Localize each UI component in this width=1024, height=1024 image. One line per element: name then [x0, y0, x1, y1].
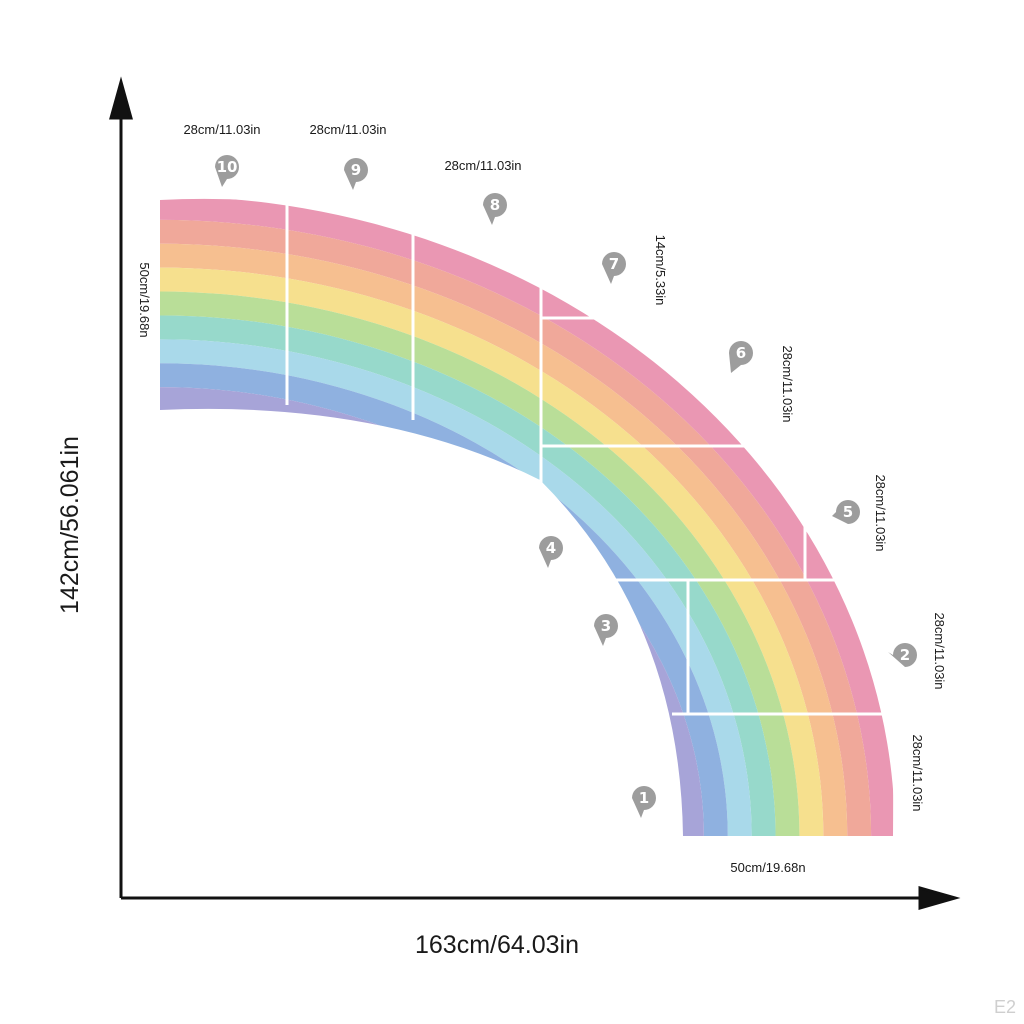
total-width-label: 163cm/64.03in: [415, 931, 579, 959]
svg-text:8: 8: [490, 196, 500, 214]
piece-2-size: 28cm/11.03in: [932, 612, 947, 689]
badge-7: 7: [602, 252, 626, 284]
svg-text:3: 3: [601, 617, 611, 635]
piece-9-size: 28cm/11.03in: [309, 122, 386, 137]
right-arrow-icon: [918, 886, 961, 910]
piece-1-size: 28cm/11.03in: [910, 734, 925, 811]
svg-text:7: 7: [609, 255, 619, 273]
svg-text:5: 5: [843, 503, 853, 521]
svg-text:9: 9: [351, 161, 361, 179]
badge-10: 10: [215, 155, 239, 187]
svg-text:4: 4: [546, 539, 556, 557]
total-height-label: 142cm/56.061in: [56, 436, 84, 614]
badge-1: 1: [632, 786, 656, 818]
watermark-label: E2: [993, 997, 1016, 1017]
badge-5: 5: [832, 500, 860, 524]
svg-text:10: 10: [217, 158, 238, 176]
bottom-band-width-label: 50cm/19.68n: [730, 860, 805, 875]
piece-10-size: 28cm/11.03in: [183, 122, 260, 137]
piece-5-size: 28cm/11.03in: [873, 474, 888, 551]
rainbow-arc: [160, 198, 894, 836]
badge-6: 6: [729, 341, 753, 373]
up-arrow-icon: [109, 76, 133, 120]
piece-8-size: 28cm/11.03in: [444, 158, 521, 173]
badge-2: 2: [888, 643, 917, 667]
axes: [109, 76, 961, 910]
svg-text:2: 2: [900, 646, 910, 664]
badge-8: 8: [483, 193, 507, 225]
piece-7-size: 14cm/5.33in: [653, 235, 668, 306]
badge-3: 3: [594, 614, 618, 646]
svg-text:1: 1: [639, 789, 649, 807]
badge-4: 4: [539, 536, 569, 568]
badge-9: 9: [344, 158, 368, 190]
svg-text:6: 6: [736, 344, 746, 362]
piece-badges: 10 9 8 7 6 5 4 3: [215, 155, 917, 818]
piece-6-size: 28cm/11.03in: [780, 345, 795, 422]
piece-dividers: [285, 190, 890, 716]
top-band-width-label: 50cm/19.68n: [137, 262, 152, 337]
